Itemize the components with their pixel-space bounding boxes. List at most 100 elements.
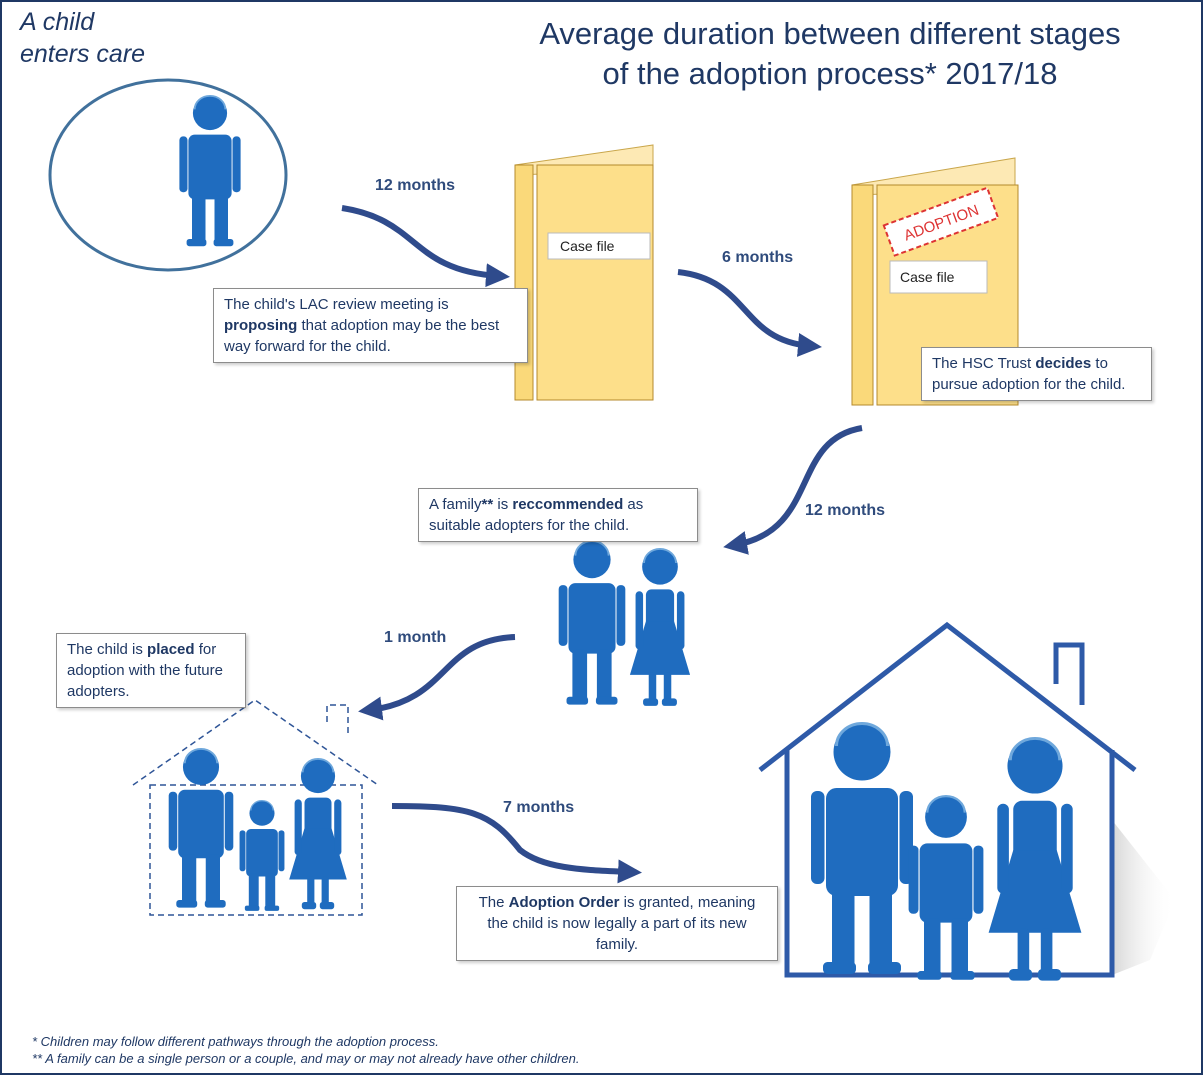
figure-part <box>182 854 196 903</box>
stage-box: The child is placed for adoption with th… <box>56 633 246 708</box>
figure-part <box>307 877 314 906</box>
stage-text: is <box>493 496 512 513</box>
footnote: ** A family can be a single person or a … <box>32 1051 580 1066</box>
stage-box: The Adoption Order is granted, meaning t… <box>456 886 778 961</box>
stage-box: The HSC Trust decides to pursue adoption… <box>921 347 1152 401</box>
figure-part <box>823 962 856 974</box>
figure-part <box>178 790 224 858</box>
figure-part <box>649 672 657 702</box>
duration: 1 month <box>384 629 446 646</box>
figure-part <box>664 672 672 702</box>
figure-part <box>265 906 280 911</box>
figure-part <box>205 900 226 908</box>
stage-text: Adoption Order <box>509 894 620 911</box>
figure-part <box>246 829 278 877</box>
figure-part <box>811 791 825 884</box>
stage-box: The child's LAC review meeting is propos… <box>213 288 528 363</box>
figure-part <box>214 239 234 246</box>
figure-part <box>279 830 285 871</box>
figure-part <box>826 788 898 896</box>
figure-part <box>559 585 568 646</box>
circle <box>50 80 286 270</box>
stage-text: ** <box>482 496 494 513</box>
start-label: enters care <box>20 40 145 68</box>
figure-part <box>567 697 589 705</box>
figure-part <box>1061 804 1073 894</box>
figure-part <box>1018 928 1030 974</box>
duration: 6 months <box>722 249 793 266</box>
figure-part <box>572 650 587 701</box>
figure-part <box>320 902 334 909</box>
figure-part <box>302 902 316 909</box>
stage-text: The child is <box>67 641 147 658</box>
stage-text: placed <box>147 641 195 658</box>
figure-part <box>924 918 941 975</box>
figure-part <box>176 900 197 908</box>
stage-text: The child's LAC review meeting is <box>224 296 449 313</box>
footnote: * Children may follow different pathways… <box>32 1034 439 1049</box>
stage-box: A family** is reccommended as suitable a… <box>418 488 698 542</box>
figure-part <box>870 890 893 968</box>
stage-text: The <box>479 894 509 911</box>
figure-part <box>1041 928 1053 974</box>
duration: 7 months <box>503 799 574 816</box>
case-file: Case file <box>900 269 955 285</box>
figure-part <box>215 196 229 243</box>
figure-part <box>920 843 973 922</box>
figure-part <box>596 697 618 705</box>
start-label: A child <box>18 8 95 36</box>
figure-part <box>974 846 984 914</box>
figure-part <box>188 135 231 200</box>
arrow <box>370 637 515 710</box>
figure-part <box>206 854 220 903</box>
figure-part <box>334 799 341 855</box>
title: of the adoption process* 2017/18 <box>602 56 1057 91</box>
chimney <box>1056 645 1082 705</box>
figure-part <box>662 698 677 706</box>
arrow <box>678 272 810 346</box>
figure-part <box>832 890 855 968</box>
stage-text: The HSC Trust <box>932 355 1035 372</box>
figure-part <box>917 971 941 980</box>
title: Average duration between different stage… <box>539 16 1120 51</box>
figure-part <box>950 971 974 980</box>
duration: 12 months <box>375 177 455 194</box>
chimney <box>327 705 348 735</box>
figure-part <box>677 591 685 649</box>
folder <box>852 185 873 405</box>
figure-part <box>187 239 207 246</box>
duration: 12 months <box>805 502 885 519</box>
figure-part <box>568 583 615 654</box>
figure-part <box>1009 969 1032 981</box>
case-file: Case file <box>560 238 615 254</box>
figure-part <box>179 136 187 192</box>
figure-part <box>997 804 1009 894</box>
figure-part <box>249 874 259 908</box>
stage-text: A family <box>429 496 482 513</box>
stage-text: reccommended <box>512 496 623 513</box>
figure-part <box>192 196 206 243</box>
folder <box>515 165 533 400</box>
figure-part <box>169 792 178 851</box>
figure-part <box>245 906 260 911</box>
arrow <box>342 208 498 276</box>
shadow <box>1112 820 1175 975</box>
figure-part <box>233 136 241 192</box>
figure-part <box>240 830 246 871</box>
figure-part <box>597 650 612 701</box>
infographic: A child enters care Average duration bet… <box>0 0 1203 1075</box>
figure-part <box>617 585 626 646</box>
arrow <box>735 428 862 545</box>
figure-part <box>1038 969 1061 981</box>
figure-part <box>265 874 275 908</box>
folder <box>537 165 653 400</box>
figure-part <box>646 589 674 627</box>
figure-part <box>952 918 969 975</box>
stage-text: decides <box>1035 355 1091 372</box>
figure-part <box>868 962 901 974</box>
figure-part <box>305 798 332 834</box>
figure-part <box>295 799 302 855</box>
stage-text: proposing <box>224 317 297 334</box>
figure-part <box>636 591 644 649</box>
figure-part <box>225 792 234 851</box>
